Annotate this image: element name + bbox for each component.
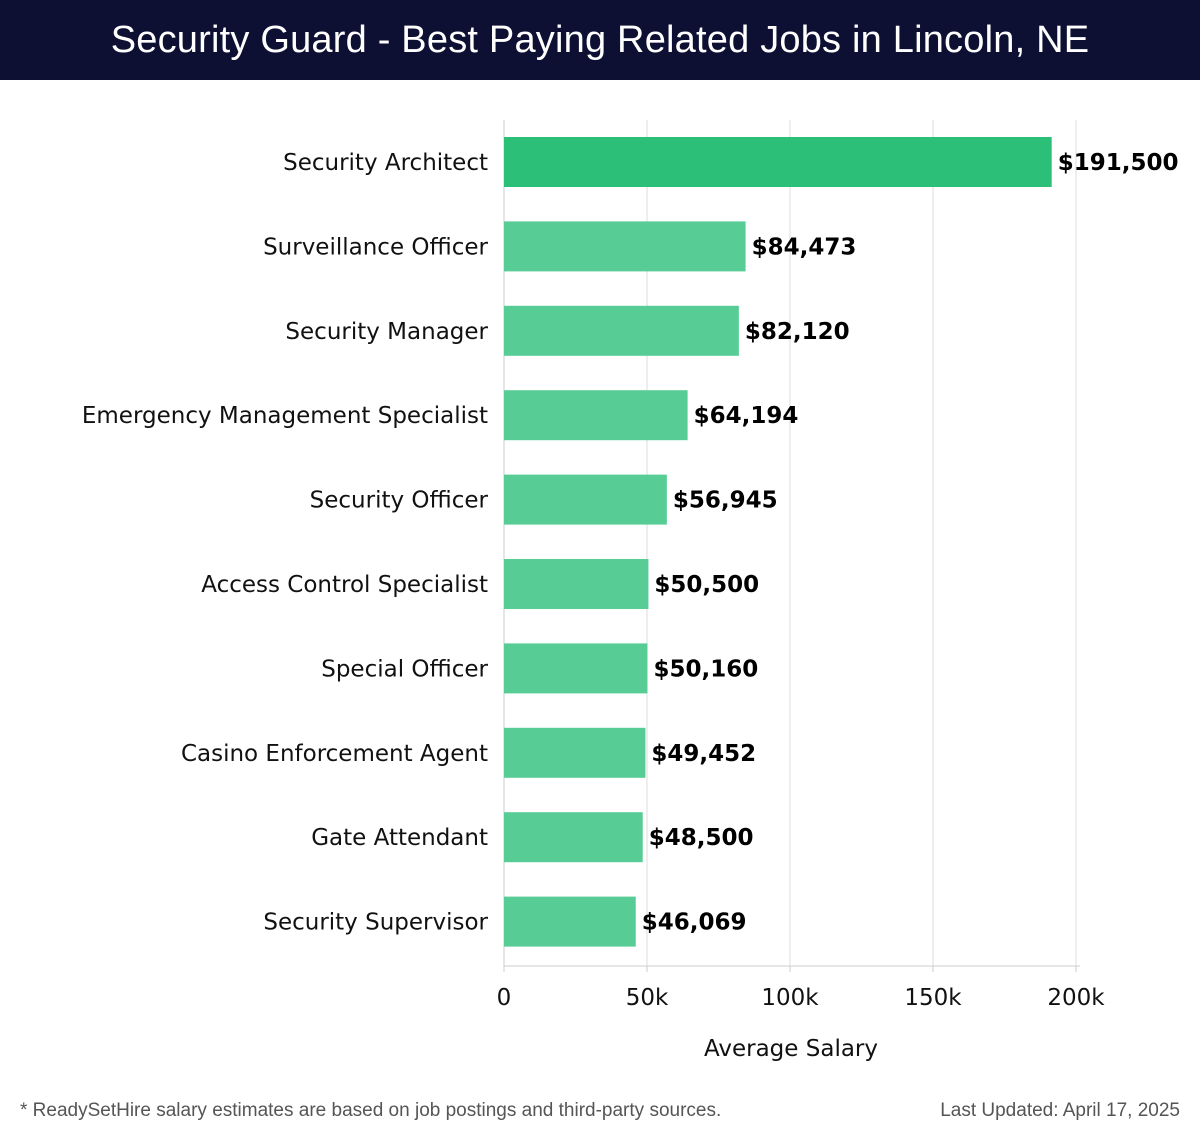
bar-8 (504, 812, 643, 863)
value-label-6: $50,160 (653, 656, 758, 682)
category-label-5: Access Control Specialist (201, 572, 488, 598)
category-label-1: Surveillance Officer (263, 234, 488, 260)
category-label-2: Security Manager (285, 319, 488, 345)
bar-7 (504, 727, 646, 778)
value-label-3: $64,194 (694, 403, 799, 429)
last-updated: Last Updated: April 17, 2025 (940, 1100, 1180, 1121)
category-label-3: Emergency Management Specialist (82, 403, 488, 429)
bar-9 (504, 896, 636, 947)
x-tick-label-3: 150k (904, 985, 962, 1011)
bar-5 (504, 559, 649, 609)
bar-0 (504, 137, 1052, 187)
value-label-7: $49,452 (651, 741, 756, 767)
category-label-9: Security Supervisor (263, 910, 488, 936)
footer-note: * ReadySetHire salary estimates are base… (20, 1100, 722, 1121)
category-label-4: Security Officer (310, 488, 489, 514)
bar-2 (504, 305, 739, 356)
bar-4 (504, 474, 667, 525)
x-tick-label-4: 200k (1047, 985, 1105, 1011)
x-axis-title: Average Salary (704, 1036, 878, 1062)
salary-bar-chart: Security Architect $191,500 Surveillance O… (82, 120, 1179, 1062)
value-label-2: $82,120 (745, 319, 850, 345)
value-label-4: $56,945 (673, 488, 778, 514)
value-label-8: $48,500 (649, 825, 754, 851)
chart-title: Security Guard - Best Paying Related Job… (110, 18, 1090, 61)
category-label-0: Security Architect (283, 150, 488, 176)
x-tick-label-2: 100k (761, 985, 819, 1011)
value-label-1: $84,473 (752, 234, 857, 260)
category-label-8: Gate Attendant (311, 825, 488, 851)
category-label-6: Special Officer (321, 656, 488, 682)
x-tick-label-1: 50k (626, 985, 669, 1011)
x-tick-label-0: 0 (497, 985, 512, 1011)
category-label-7: Casino Enforcement Agent (181, 741, 488, 767)
bar-3 (504, 390, 688, 441)
value-label-5: $50,500 (654, 572, 759, 598)
chart-header: Security Guard - Best Paying Related Job… (0, 0, 1200, 80)
bar-6 (504, 643, 648, 694)
bar-1 (504, 221, 746, 272)
value-label-0: $191,500 (1058, 150, 1179, 176)
value-label-9: $46,069 (642, 910, 747, 936)
